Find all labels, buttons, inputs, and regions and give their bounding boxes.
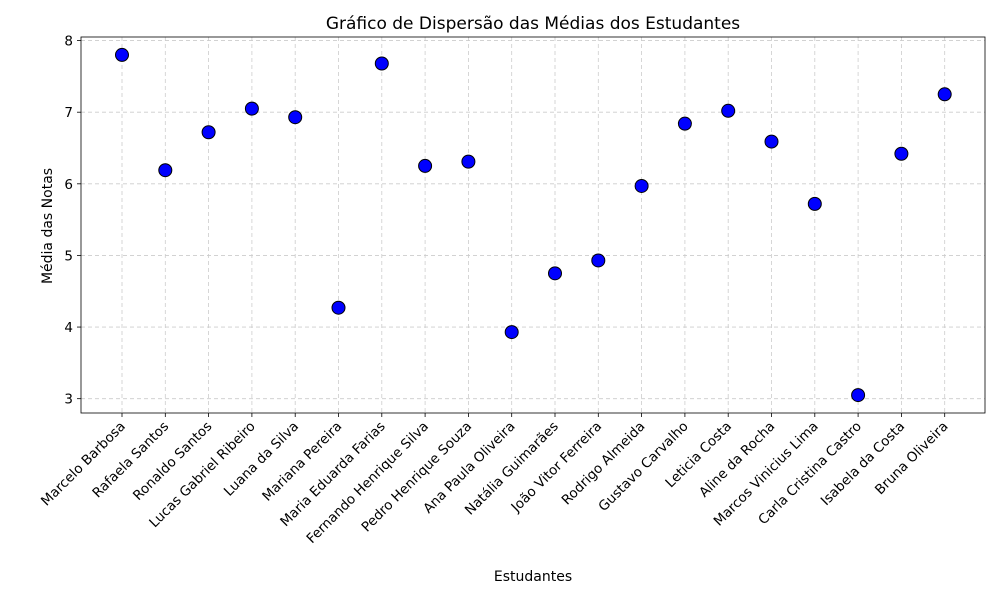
y-tick-label: 6: [64, 177, 73, 193]
plot-frame: [80, 36, 986, 414]
data-point: [418, 158, 433, 173]
data-point: [894, 146, 909, 161]
data-point: [201, 125, 216, 140]
data-point: [548, 266, 562, 281]
chart-title: Gráfico de Dispersão das Médias dos Estu…: [326, 14, 740, 34]
data-point: [764, 134, 779, 149]
x-tick-label: Aline da Rocha: [696, 419, 778, 501]
y-tick-label: 3: [64, 392, 73, 408]
y-axis-label: Média das Notas: [40, 168, 56, 284]
data-point: [244, 101, 259, 116]
x-tick-label: Rafaela Santos: [89, 419, 172, 502]
data-point: [288, 110, 303, 125]
x-axis-label: Estudantes: [494, 569, 572, 585]
data-point: [807, 196, 822, 211]
y-tick-label: 5: [64, 248, 73, 264]
data-point: [851, 388, 866, 403]
data-point: [721, 103, 736, 118]
y-tick-label: 8: [64, 34, 73, 50]
x-tick-label: Ronaldo Santos: [130, 419, 215, 504]
grid-layer: [81, 37, 985, 413]
y-tick-label: 7: [64, 105, 73, 121]
y-tick-label: 4: [64, 320, 73, 336]
data-point: [158, 163, 173, 178]
x-tick-label: Luana da Silva: [221, 419, 302, 500]
data-point: [504, 325, 519, 340]
points-layer: [115, 47, 952, 403]
x-tick-label: Mariana Pereira: [259, 419, 345, 505]
data-point: [374, 56, 389, 71]
data-point: [591, 253, 606, 268]
data-point: [115, 47, 129, 62]
data-point: [461, 154, 476, 169]
data-point: [937, 87, 952, 102]
data-point: [331, 300, 346, 315]
data-point: [677, 116, 692, 131]
data-point: [634, 178, 649, 193]
